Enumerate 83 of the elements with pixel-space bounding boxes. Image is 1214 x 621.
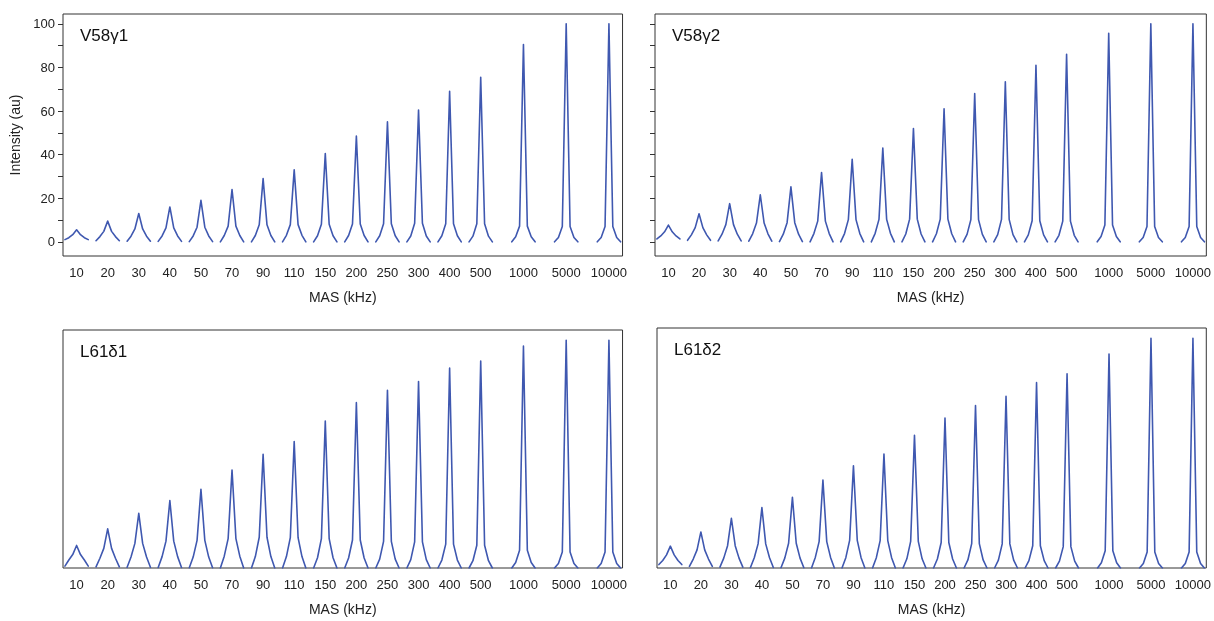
y-tick-label: 0: [47, 234, 55, 250]
x-tick-label: 110: [283, 577, 305, 592]
x-tick-label: 50: [193, 265, 209, 280]
x-tick-label: 90: [846, 577, 861, 592]
x-tick-label: 300: [994, 265, 1017, 280]
x-tick-label: 30: [131, 265, 146, 280]
x-tick-label: 150: [902, 265, 925, 280]
x-tick-label: 200: [345, 265, 368, 280]
x-tick-label: 400: [1025, 577, 1048, 592]
x-tick-label: 10: [661, 265, 676, 280]
x-tick-label: 250: [963, 265, 986, 280]
x-tick-label: 10000: [590, 265, 628, 280]
x-tick-label: 5000: [551, 577, 581, 592]
y-tick-label: 40: [40, 147, 55, 163]
x-tick-label: 150: [903, 577, 926, 592]
x-tick-label: 20: [691, 265, 707, 280]
x-tick-label: 90: [844, 265, 860, 280]
x-tick-label: 400: [438, 265, 461, 280]
x-tick-label: 10: [663, 577, 678, 592]
x-axis-title: MAS (kHz): [897, 601, 966, 617]
x-tick-label: 20: [693, 577, 709, 592]
x-tick-label: 40: [753, 265, 768, 280]
text: V58γ2: [672, 26, 721, 45]
x-tick-label: 300: [407, 577, 430, 592]
x-tick-label: 200: [934, 577, 956, 592]
x-tick-label: 70: [224, 577, 240, 592]
x-tick-label: 30: [722, 265, 737, 280]
x-tick-label: 150: [314, 265, 337, 280]
x-tick-label: 20: [100, 577, 115, 592]
x-tick-label: 30: [131, 577, 146, 592]
x-tick-label: 1000: [508, 265, 538, 280]
x-axis-title: MAS (kHz): [896, 289, 965, 305]
x-axis-title: MAS (kHz): [308, 601, 377, 617]
x-tick-label: 10: [69, 265, 84, 280]
x-tick-label: 70: [224, 265, 240, 280]
x-tick-label: 500: [469, 577, 492, 592]
x-tick-label: 1000: [1094, 577, 1124, 592]
x-tick-label: 50: [785, 577, 800, 592]
x-tick-label: 1000: [508, 577, 538, 592]
x-tick-label: 40: [162, 577, 178, 592]
x-tick-label: 110: [873, 577, 895, 592]
y-tick-label: 100: [33, 16, 55, 32]
x-tick-label: 250: [376, 265, 399, 280]
x-tick-label: 5000: [1136, 265, 1166, 280]
x-tick-label: 5000: [1136, 577, 1166, 592]
x-tick-label: 400: [438, 577, 461, 592]
x-tick-label: 250: [964, 577, 987, 592]
y-tick-label: 60: [40, 103, 55, 119]
x-tick-label: 400: [1025, 265, 1047, 280]
x-tick-label: 1000: [1094, 265, 1124, 280]
x-tick-label: 40: [754, 577, 770, 592]
x-tick-label: 40: [162, 265, 178, 280]
x-tick-label: 500: [1056, 577, 1078, 592]
x-tick-label: 20: [100, 265, 115, 280]
x-tick-label: 90: [255, 577, 271, 592]
x-tick-label: 70: [814, 265, 829, 280]
x-tick-label: 50: [193, 577, 209, 592]
x-tick-label: 110: [872, 265, 894, 280]
x-tick-label: 110: [283, 265, 305, 280]
chart-title: L61δ1: [80, 342, 128, 361]
x-tick-label: 250: [376, 577, 399, 592]
y-axis-title: Intensity (au): [7, 94, 24, 176]
x-tick-label: 200: [345, 577, 368, 592]
text: V58γ1: [80, 26, 129, 45]
chart-title: L61δ2: [674, 340, 722, 359]
x-tick-label: 500: [1055, 265, 1078, 280]
x-tick-label: 10000: [1174, 265, 1212, 280]
x-axis-title: MAS (kHz): [308, 289, 377, 305]
x-tick-label: 50: [783, 265, 799, 280]
x-tick-label: 150: [314, 577, 337, 592]
x-tick-label: 300: [995, 577, 1017, 592]
x-tick-label: 10000: [1174, 577, 1212, 592]
x-tick-label: 10: [69, 577, 84, 592]
x-tick-label: 70: [815, 577, 831, 592]
y-tick-label: 80: [40, 59, 55, 75]
x-tick-label: 300: [407, 265, 430, 280]
x-tick-label: 200: [933, 265, 955, 280]
y-tick-label: 20: [40, 190, 55, 206]
x-tick-label: 10000: [590, 577, 628, 592]
x-tick-label: 5000: [551, 265, 581, 280]
x-tick-label: 30: [724, 577, 739, 592]
x-tick-label: 500: [469, 265, 492, 280]
x-tick-label: 90: [255, 265, 271, 280]
